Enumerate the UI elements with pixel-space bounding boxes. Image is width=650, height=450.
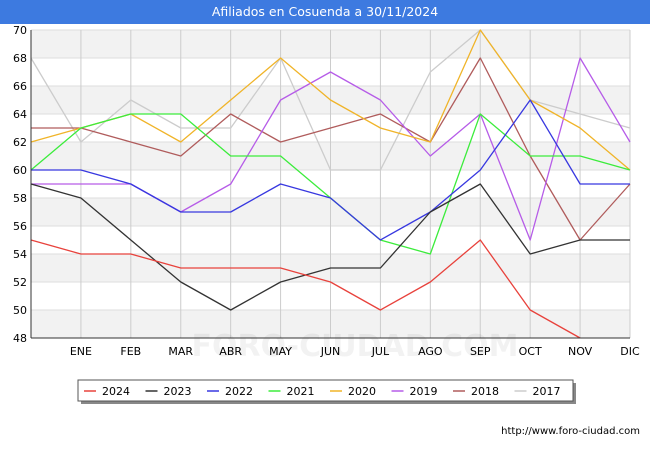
series-line-2023	[30, 183, 630, 311]
legend-label-2018: 2018	[471, 385, 499, 398]
y-tick-label: 60	[13, 164, 27, 177]
axes	[30, 30, 630, 339]
x-tick-label: JUL	[371, 345, 390, 358]
legend-label-2020: 2020	[348, 385, 376, 398]
chart-title: Afiliados en Cosuenda a 30/11/2024	[0, 0, 650, 24]
series-line-2022	[31, 99, 630, 241]
x-tick-label: OCT	[519, 345, 542, 358]
x-tick-label: AGO	[418, 345, 443, 358]
legend: 2024 2023 2022 2021 2020 2019 2018 2017	[77, 379, 576, 404]
x-tick-label: ABR	[219, 345, 242, 358]
y-tick-label: 58	[13, 192, 27, 205]
y-tick-label: 52	[13, 276, 27, 289]
y-tick-label: 56	[13, 220, 27, 233]
legend-box	[77, 379, 574, 402]
y-tick-label: 62	[13, 136, 27, 149]
watermark-text: FORO-CIUDAD.COM	[192, 329, 519, 364]
y-tick-label: 70	[13, 24, 27, 37]
y-tick-label: 50	[13, 304, 27, 317]
y-tick-label: 66	[13, 80, 27, 93]
y-tick-label: 68	[13, 52, 27, 65]
legend-label-2022: 2022	[225, 385, 253, 398]
x-tick-label: FEB	[120, 345, 141, 358]
x-tick-label: JUN	[320, 345, 341, 358]
x-tick-label: NOV	[568, 345, 593, 358]
y-tick-label: 48	[13, 332, 27, 345]
y-tick-labels: 48 50 52 54 56 58 60 62 64 66 68 70	[13, 24, 27, 345]
x-tick-label: ENE	[70, 345, 92, 358]
x-tick-label: SEP	[470, 345, 491, 358]
source-url: http://www.foro-ciudad.com	[501, 426, 640, 437]
x-tick-label: MAY	[269, 345, 292, 358]
legend-label-2021: 2021	[287, 385, 315, 398]
series-lines	[30, 29, 631, 339]
series-line-2024	[30, 239, 581, 339]
x-tick-label: DIC	[620, 345, 640, 358]
legend-label-2023: 2023	[164, 385, 192, 398]
y-tick-label: 64	[13, 108, 27, 121]
x-tick-labels: ENE FEB MAR ABR MAY JUN JUL AGO SEP OCT NOV DIC	[70, 345, 640, 358]
y-tick-label: 54	[13, 248, 27, 261]
x-tick-label: MAR	[168, 345, 193, 358]
legend-label-2017: 2017	[533, 385, 561, 398]
legend-label-2024: 2024	[102, 385, 130, 398]
legend-label-2019: 2019	[410, 385, 438, 398]
